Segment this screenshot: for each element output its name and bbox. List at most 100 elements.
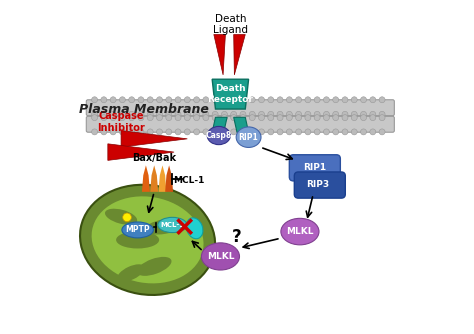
Circle shape bbox=[91, 97, 98, 103]
Text: Bax/Bak: Bax/Bak bbox=[132, 153, 176, 163]
Circle shape bbox=[323, 129, 329, 135]
Circle shape bbox=[361, 97, 366, 103]
Ellipse shape bbox=[116, 231, 159, 248]
Circle shape bbox=[296, 111, 301, 117]
Circle shape bbox=[249, 115, 255, 121]
Circle shape bbox=[193, 129, 200, 135]
Text: Caspase
Inhibitor: Caspase Inhibitor bbox=[97, 112, 145, 133]
Circle shape bbox=[91, 115, 98, 121]
Circle shape bbox=[314, 97, 320, 103]
Circle shape bbox=[351, 97, 357, 103]
Circle shape bbox=[351, 129, 357, 135]
Ellipse shape bbox=[145, 219, 184, 234]
Circle shape bbox=[166, 97, 172, 103]
Circle shape bbox=[296, 115, 301, 121]
Circle shape bbox=[193, 97, 200, 103]
Circle shape bbox=[203, 111, 209, 117]
Circle shape bbox=[314, 111, 320, 117]
Circle shape bbox=[212, 97, 218, 103]
Circle shape bbox=[147, 115, 153, 121]
Circle shape bbox=[314, 115, 320, 121]
Circle shape bbox=[370, 97, 376, 103]
Circle shape bbox=[323, 115, 329, 121]
Circle shape bbox=[119, 129, 126, 135]
Circle shape bbox=[240, 111, 246, 117]
Text: RIP1: RIP1 bbox=[303, 163, 327, 171]
Circle shape bbox=[156, 129, 163, 135]
FancyBboxPatch shape bbox=[86, 116, 394, 132]
Circle shape bbox=[333, 97, 339, 103]
Text: Death
Ligand: Death Ligand bbox=[213, 14, 248, 35]
Polygon shape bbox=[158, 165, 166, 192]
Circle shape bbox=[110, 111, 116, 117]
Circle shape bbox=[258, 129, 264, 135]
Circle shape bbox=[231, 97, 237, 103]
Circle shape bbox=[268, 97, 274, 103]
Circle shape bbox=[203, 115, 209, 121]
Circle shape bbox=[361, 115, 366, 121]
Circle shape bbox=[184, 111, 190, 117]
Circle shape bbox=[119, 111, 126, 117]
Circle shape bbox=[240, 129, 246, 135]
Circle shape bbox=[351, 111, 357, 117]
Circle shape bbox=[231, 115, 237, 121]
Ellipse shape bbox=[91, 196, 203, 283]
Ellipse shape bbox=[201, 243, 239, 270]
Circle shape bbox=[379, 111, 385, 117]
Circle shape bbox=[175, 111, 181, 117]
Polygon shape bbox=[212, 79, 248, 109]
Circle shape bbox=[351, 115, 357, 121]
Text: MPTP: MPTP bbox=[125, 225, 150, 234]
Text: RIP3: RIP3 bbox=[306, 180, 329, 189]
Circle shape bbox=[110, 129, 116, 135]
Circle shape bbox=[91, 129, 98, 135]
Circle shape bbox=[277, 129, 283, 135]
Circle shape bbox=[370, 129, 376, 135]
Circle shape bbox=[370, 111, 376, 117]
Circle shape bbox=[110, 115, 116, 121]
Ellipse shape bbox=[158, 217, 187, 232]
Ellipse shape bbox=[117, 264, 145, 282]
Circle shape bbox=[305, 97, 311, 103]
Circle shape bbox=[156, 115, 163, 121]
Polygon shape bbox=[165, 165, 173, 192]
Circle shape bbox=[305, 115, 311, 121]
Circle shape bbox=[286, 111, 292, 117]
Circle shape bbox=[221, 115, 228, 121]
Circle shape bbox=[128, 97, 135, 103]
Circle shape bbox=[221, 111, 228, 117]
Circle shape bbox=[258, 97, 264, 103]
Circle shape bbox=[342, 111, 348, 117]
Circle shape bbox=[296, 129, 301, 135]
Circle shape bbox=[184, 97, 190, 103]
Circle shape bbox=[286, 129, 292, 135]
Circle shape bbox=[147, 129, 153, 135]
Circle shape bbox=[231, 111, 237, 117]
Ellipse shape bbox=[80, 185, 215, 295]
FancyBboxPatch shape bbox=[289, 155, 340, 181]
Circle shape bbox=[286, 115, 292, 121]
Circle shape bbox=[138, 115, 144, 121]
Circle shape bbox=[193, 111, 200, 117]
Circle shape bbox=[323, 111, 329, 117]
Ellipse shape bbox=[137, 257, 172, 276]
Text: MCL-1: MCL-1 bbox=[160, 222, 184, 228]
Circle shape bbox=[231, 129, 237, 135]
Polygon shape bbox=[234, 117, 248, 132]
Circle shape bbox=[138, 97, 144, 103]
Circle shape bbox=[138, 111, 144, 117]
Circle shape bbox=[361, 129, 366, 135]
Circle shape bbox=[305, 111, 311, 117]
Text: Death
Receptor: Death Receptor bbox=[208, 85, 253, 104]
Circle shape bbox=[212, 115, 218, 121]
Circle shape bbox=[277, 111, 283, 117]
Circle shape bbox=[166, 111, 172, 117]
Text: MLKL: MLKL bbox=[286, 227, 314, 236]
Circle shape bbox=[101, 129, 107, 135]
Circle shape bbox=[156, 97, 163, 103]
Circle shape bbox=[342, 97, 348, 103]
Circle shape bbox=[268, 111, 274, 117]
Polygon shape bbox=[142, 165, 150, 192]
Circle shape bbox=[147, 97, 153, 103]
Circle shape bbox=[156, 111, 163, 117]
